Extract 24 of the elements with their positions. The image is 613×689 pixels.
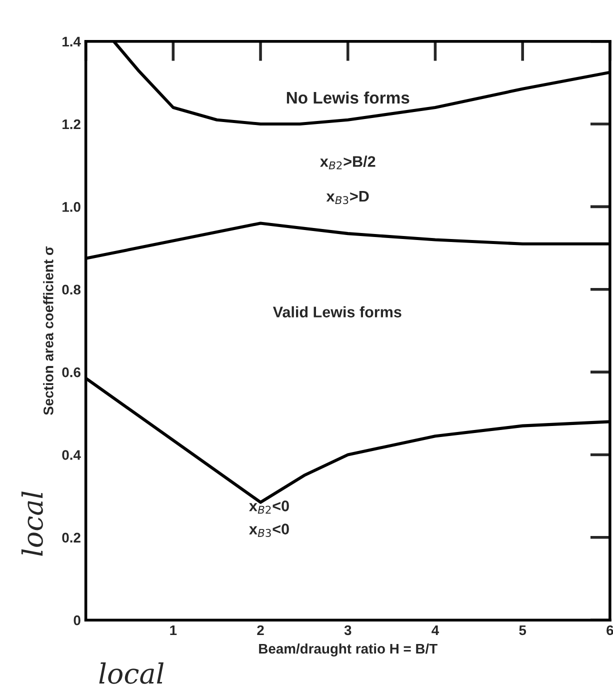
x-tick-label: 5 <box>519 625 526 636</box>
x-tick-label: 4 <box>432 625 440 636</box>
y-tick-label: 0.2 <box>62 532 80 543</box>
y-tick-label: 1.2 <box>62 119 80 130</box>
y-axis-title: Section area coefficient σ <box>43 246 54 415</box>
y-tick-label: 1.0 <box>62 202 80 212</box>
annotation: x$_{B2}$>B/2 <box>320 156 376 170</box>
y-tick-label: 0.4 <box>62 450 81 460</box>
y-tick-label: 0.6 <box>62 367 80 378</box>
text: local <box>99 662 164 684</box>
annotation: x$_{B3}$<0 <box>249 524 289 537</box>
y-tick-label: 0.8 <box>62 284 81 295</box>
x-axis-title: Beam/draught ratio H = B/T <box>259 643 438 656</box>
y-tick-label: 1.4 <box>62 36 81 46</box>
x-tick-label: 1 <box>170 625 177 636</box>
annotation: x$_{B2}$<0 <box>249 500 289 514</box>
x-tick-label: 2 <box>257 625 264 636</box>
text: local <box>21 492 43 556</box>
annotation: No Lewis forms <box>286 91 410 104</box>
y-tick-label: 0 <box>74 615 80 626</box>
x-tick-label: 3 <box>344 625 352 636</box>
annotation: x$_{B3}$>D <box>326 191 369 204</box>
annotation: Valid Lewis forms <box>272 306 402 318</box>
x-tick-label: 6 <box>606 625 613 636</box>
